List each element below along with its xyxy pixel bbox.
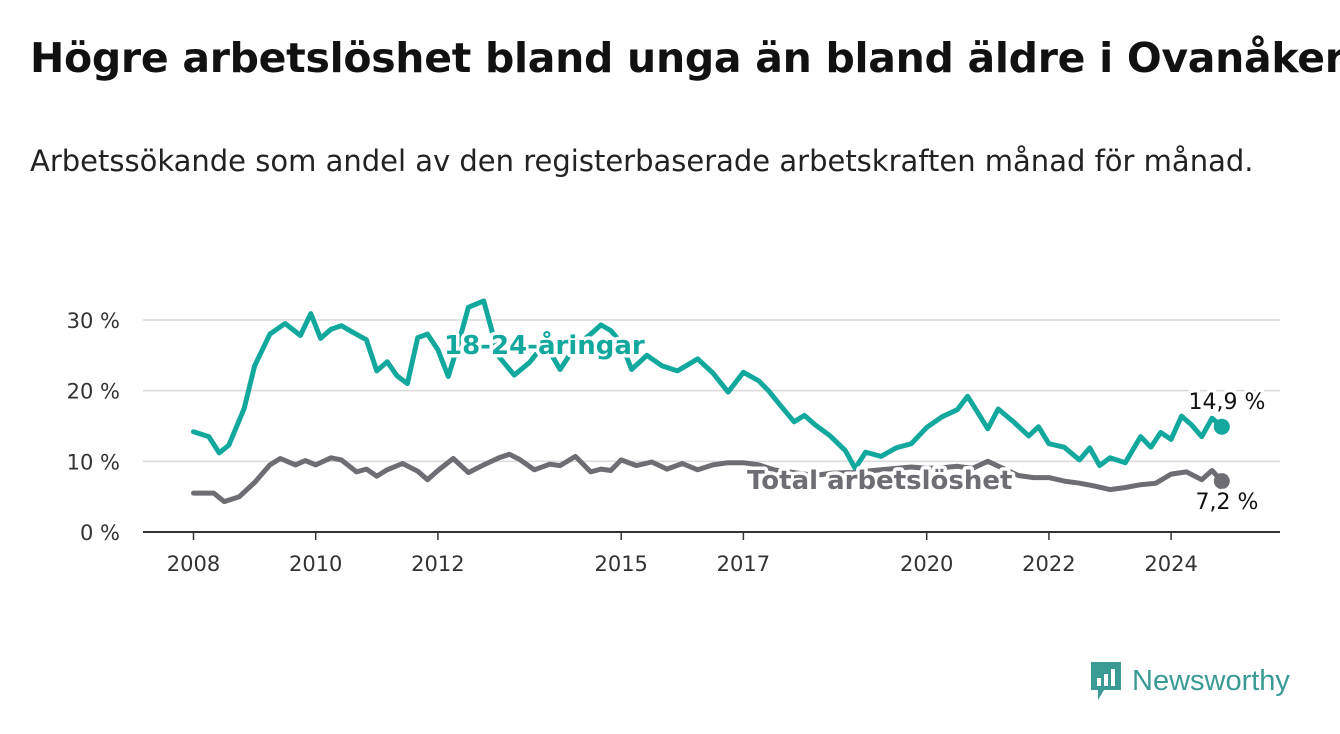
youth-series-label: 18-24-åringar [444, 329, 645, 361]
youth-series-line [191, 298, 1225, 471]
y-tick-label: 20 % [67, 380, 120, 404]
y-axis-ticks: 0 % 10 % 20 % 30 % [67, 309, 120, 545]
series-labels: 18-24-åringar Total arbetslöshet 14,9 % 7,2… [441, 326, 1269, 519]
total-end-label: 7,2 % [1196, 490, 1259, 515]
chart-subtitle: Arbetssökande som andel av den registerb… [30, 144, 1254, 178]
total-end-point [1213, 473, 1230, 490]
chart-title: Högre arbetslöshet bland unga än bland ä… [30, 34, 1340, 82]
x-tick-label: 2020 [900, 552, 953, 576]
x-tick-label: 2017 [717, 552, 770, 576]
youth-end-label: 14,9 % [1189, 390, 1266, 415]
x-tick-label: 2010 [289, 552, 342, 576]
x-tick-label: 2024 [1144, 552, 1197, 576]
y-tick-label: 10 % [67, 450, 120, 474]
total-series-line [191, 451, 1225, 505]
brand-name: Newsworthy [1132, 664, 1290, 697]
x-tick-label: 2015 [594, 552, 647, 576]
x-tick-label: 2012 [411, 552, 464, 576]
y-tick-label: 30 % [67, 309, 120, 333]
x-tick-label: 2022 [1022, 552, 1075, 576]
x-tick-label: 2008 [167, 552, 220, 576]
x-axis-ticks: 2008 2010 2012 2015 2017 2020 2022 2024 [167, 532, 1198, 576]
y-tick-label: 0 % [80, 521, 120, 545]
newsworthy-logo-icon [1091, 662, 1121, 700]
series-lines [191, 298, 1230, 505]
gridlines [143, 319, 1280, 533]
total-series-label: Total arbetslöshet [747, 466, 1012, 496]
brand-logo: Newsworthy [1088, 660, 1290, 702]
youth-end-point [1213, 418, 1230, 435]
